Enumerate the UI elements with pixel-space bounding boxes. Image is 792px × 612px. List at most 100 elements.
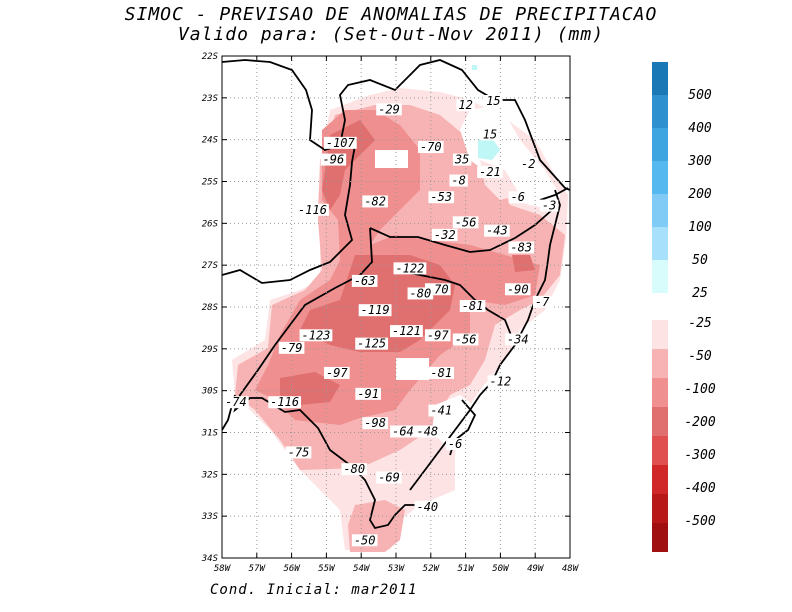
lon-label: 57W — [249, 564, 267, 574]
colorbar-label: -200 — [684, 415, 715, 430]
contour-label-bg — [407, 287, 434, 300]
contour-label-bg — [299, 329, 333, 342]
colorbar-label: 400 — [688, 121, 712, 136]
colorbar-swatch — [652, 436, 668, 465]
contour-label: -63 — [354, 274, 376, 288]
contour-label-bg — [452, 153, 472, 166]
contour-label-bg — [459, 300, 486, 312]
colorbar-negative: -25 -50 -100 -200 -300 -400 -500 — [652, 316, 716, 552]
contour-label-bg — [480, 128, 500, 141]
contour-label: -3 — [542, 199, 556, 213]
border-line — [514, 189, 561, 346]
lat-label: 30S — [201, 387, 219, 397]
lon-label: 58W — [214, 564, 232, 574]
colorbar-label: -400 — [684, 481, 715, 496]
contour-label-bg — [358, 304, 392, 317]
contour-label: 35 — [454, 153, 469, 167]
contour-label-bg — [505, 283, 531, 296]
colorbar-label: 100 — [688, 220, 712, 235]
contour-label: -119 — [361, 303, 390, 317]
lon-label: 55W — [318, 564, 336, 574]
contour-label: -41 — [430, 404, 452, 418]
colorbar-positive: 500 400 300 200 100 50 25 — [652, 62, 712, 301]
contour-label: -34 — [507, 332, 529, 346]
contour-label: -81 — [462, 299, 484, 313]
lat-label: 27S — [202, 261, 219, 271]
border-line — [222, 59, 570, 191]
lat-label: 25S — [202, 178, 219, 188]
contour-label-bg — [487, 375, 514, 388]
initial-condition-label: Cond. Inicial: mar2011 — [210, 582, 418, 598]
anomaly-region-positive — [478, 138, 500, 160]
colorbar-label: -100 — [684, 382, 715, 397]
contour-label: -48 — [416, 425, 438, 439]
contour-label-bg — [223, 396, 249, 409]
contour-label: -75 — [288, 445, 310, 459]
contour-label: -32 — [434, 228, 456, 242]
colorbar-label: 500 — [688, 88, 712, 103]
colorbar-swatch — [652, 349, 668, 378]
lat-label: 31S — [201, 429, 219, 439]
contour-label-bg — [519, 157, 538, 170]
colorbar-label: -500 — [684, 514, 715, 529]
contour-label-bg — [508, 191, 527, 204]
contour-label: -6 — [448, 437, 462, 451]
contour-label-bg — [508, 241, 535, 254]
contour-label: -7 — [535, 295, 550, 309]
lon-label: 56W — [283, 564, 301, 574]
contour-label: -74 — [225, 395, 247, 409]
contour-label: -43 — [486, 224, 508, 238]
contour-label-bg — [449, 174, 468, 187]
contour-label-bg — [376, 103, 402, 116]
contour-value-labels: -29 12 15 15 -107 -96 -70 35 -2 -21 -8 -6 -3 -116 -82 -… — [223, 94, 559, 547]
contour-label: -125 — [357, 337, 386, 351]
contour-label: -96 — [323, 153, 345, 167]
latitude-labels: 22S 23S 24S 25S 26S 27S 28S 29S 30S 31S 32S 33S 34S — [201, 52, 219, 564]
colorbar-label: 300 — [687, 154, 712, 169]
anomaly-gap — [375, 150, 408, 168]
lon-label: 50W — [492, 564, 510, 574]
contour-label: -90 — [507, 282, 529, 296]
colorbar-swatch — [652, 227, 668, 260]
border-line — [233, 227, 420, 530]
contour-label: -80 — [410, 286, 432, 300]
contour-label: -91 — [357, 387, 379, 401]
colorbar-swatch — [652, 194, 668, 227]
lon-label: 54W — [353, 564, 371, 574]
contour-label: -123 — [302, 328, 331, 342]
colorbar-label: -50 — [688, 349, 712, 364]
contour-label-bg — [390, 425, 416, 438]
contour-label-bg — [428, 191, 455, 204]
colorbar-label: 50 — [692, 253, 708, 268]
anomaly-shading — [232, 65, 568, 552]
contour-label-bg — [362, 195, 388, 208]
contour-label-bg — [390, 325, 423, 338]
contour-label-bg — [452, 333, 479, 346]
colorbar-swatch — [652, 320, 668, 349]
contour-label: -69 — [378, 471, 400, 485]
colorbar-swatch — [652, 62, 668, 95]
contour-label: -98 — [364, 416, 386, 430]
lon-label: 51W — [457, 564, 475, 574]
lat-label: 23S — [202, 94, 219, 104]
lon-label: 49W — [527, 564, 545, 574]
contour-label-bg — [539, 199, 559, 212]
contour-label: -121 — [392, 324, 421, 338]
contour-label-bg — [456, 99, 475, 112]
contour-label-bg — [278, 341, 305, 354]
contour-label-bg — [418, 141, 444, 154]
contour-label-bg — [323, 136, 357, 149]
lon-label: 52W — [423, 564, 441, 574]
contour-label: -81 — [430, 366, 452, 380]
contour-label-bg — [452, 216, 479, 229]
contour-label-bg — [428, 404, 455, 417]
contour-label: -82 — [364, 194, 386, 208]
contour-label: -53 — [430, 190, 452, 204]
axis-ticks — [221, 55, 571, 559]
contour-label: 15 — [483, 127, 497, 141]
contour-label: -21 — [479, 165, 501, 179]
contour-label: 12 — [458, 98, 472, 112]
contour-label-bg — [362, 417, 388, 430]
lat-label: 26S — [202, 219, 219, 229]
contour-label-bg — [424, 329, 451, 342]
